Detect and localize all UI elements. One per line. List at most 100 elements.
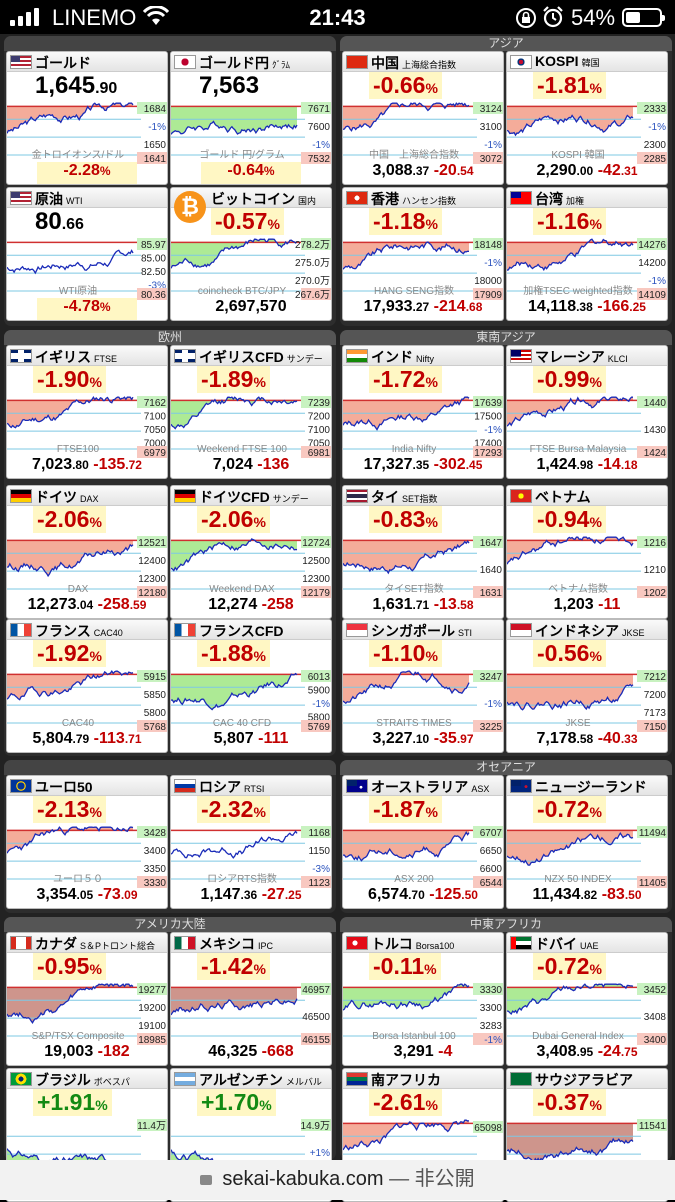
change-percent: -2.61% <box>369 1089 442 1116</box>
price-footer: 3,088.37 -20.54 <box>343 162 503 184</box>
change-value: -302 <box>433 456 466 473</box>
flag-icon-gb <box>10 349 32 363</box>
market-tile-mx[interactable]: メキシコ IPC 46957 46500 46155 -1.42% 46,325 -668 <box>170 932 332 1066</box>
price-line <box>343 102 470 132</box>
market-tile-china[interactable]: 中国 上海総合指数 中国 上海総合指数 3124 3100 -1% 3072 -0.66% 3,… <box>342 51 504 185</box>
axis-label: 7150 <box>644 722 667 732</box>
market-tile-ae[interactable]: ドバイ UAE Dubai General Index 3452 3408 3400 -0.… <box>506 932 668 1066</box>
price-chart: S&P/TSX Composite 19277 19200 19100 18985 <box>7 983 167 1045</box>
chart-area <box>343 671 469 704</box>
flag-icon-br <box>10 1072 32 1086</box>
high-label-bg <box>473 536 503 548</box>
high-label-bg <box>637 536 667 548</box>
axis-label: -1% <box>484 425 502 436</box>
battery-percent: 54% <box>571 5 616 30</box>
price-dec: .98 <box>576 458 594 472</box>
market-tile-de[interactable]: ドイツ DAX DAX 12521 12400 12300 12180 -2.06% 12,27… <box>6 485 168 619</box>
change-percent: -0.94% <box>533 506 606 533</box>
chart-area <box>507 239 633 271</box>
price-chart: STRAITS TIMES 3247 -1% 3225 <box>343 670 503 732</box>
chart-area <box>507 537 633 565</box>
market-tile-eu[interactable]: ユーロ50 ユーロ５０ 3428 3400 3350 3330 -2.13% 3,354.05… <box>6 775 168 909</box>
chart-area <box>171 239 297 269</box>
change-dec: .25 <box>284 888 302 902</box>
price-int: 11,434 <box>532 886 581 903</box>
market-tile-gold[interactable]: ゴールド 金トロイオンス/ドル 1684 -1% 1650 1641 1,645.90 -2.… <box>6 51 168 185</box>
axis-label: 3247 <box>480 672 503 683</box>
price-footer: 5,807 -111 <box>171 730 331 752</box>
change-percent: -0.11% <box>369 953 441 980</box>
price-footer: 17,327.35 -302.45 <box>343 456 503 478</box>
chart-watermark: S&P/TSX Composite <box>32 1031 125 1042</box>
market-tile-sg[interactable]: シンガポール STI STRAITS TIMES 3247 -1% 3225 -1.10% 3… <box>342 619 504 753</box>
market-name-text: ブラジル <box>35 1072 91 1088</box>
market-tile-vn[interactable]: ベトナム ベトナム指数 1216 1210 1202 -0.94% 1,203 -11 <box>506 485 668 619</box>
price-chart: WTI原油 85.97 85.00 82.50 -3%80.36 <box>7 238 167 300</box>
change-dec: .25 <box>629 300 646 314</box>
change-percent: -0.83% <box>369 506 442 533</box>
market-tile-nz[interactable]: ニュージーランド NZX 50 INDEX 11494 11405 -0.72% 11,4… <box>506 775 668 909</box>
market-tile-goldjpy[interactable]: ゴールド円 ｸﾞﾗﾑ ゴールド 円/グラム 7671 7600 -1% 7532 7,563 -… <box>170 51 332 185</box>
axis-label: 3408 <box>644 1012 667 1023</box>
market-tile-frcfd[interactable]: フランスCFD CAC 40 CFD 6013 5900 -1% 5800 5769 -1.8… <box>170 619 332 753</box>
market-tile-uk[interactable]: イギリス FTSE FTSE100 7162 7100 7050 7000 6979 -1.90… <box>6 345 168 479</box>
market-name-text: ドバイ <box>535 936 577 952</box>
market-name: ドバイ UAE <box>535 934 599 954</box>
change-percent: -1.81% <box>533 72 606 99</box>
market-tile-kospi[interactable]: KOSPI 韓国 KOSPI 韓国 2333 -1% 2300 2285 -1.81% 2,29… <box>506 51 668 185</box>
price-dec: .10 <box>412 732 430 746</box>
percent-value: -1.42 <box>201 953 254 979</box>
price-footer: 7,023.80 -135.72 <box>7 456 167 478</box>
axis-label: 85.00 <box>141 254 166 265</box>
tile-header: ゴールド円 ｸﾞﾗﾑ <box>171 52 331 72</box>
price-footer: 1,424.98 -14.18 <box>507 456 667 478</box>
axis-label: -1% <box>484 140 502 151</box>
flag-icon-vn <box>510 489 532 503</box>
axis-label: 275.0万 <box>295 258 330 269</box>
price-int: 1,147 <box>200 886 241 903</box>
market-tile-in[interactable]: インド Nifty India Nifty 17639 17500 -1% 17400 172… <box>342 345 504 479</box>
change-dec: .50 <box>461 888 478 902</box>
market-name-text: オーストラリア <box>371 779 469 795</box>
market-tile-tw[interactable]: 台湾 加権 加権TSEC weighted指数 14276 14200 -1% 14109-… <box>506 187 668 321</box>
axis-label: 3124 <box>480 104 503 115</box>
market-tile-hk[interactable]: 香港 ハンセン指数 HANG SENG指数 18148 -1% 18000 17909 -1.… <box>342 187 504 321</box>
market-tile-btc[interactable]: ビットコイン 国内 ₿ coincheck BTC/JPY 278.2万 275.0万 27… <box>170 187 332 321</box>
market-subname: ボベスパ <box>93 1077 130 1087</box>
high-label-bg <box>637 983 667 995</box>
change-percent: -2.32% <box>197 796 270 823</box>
market-tile-tr[interactable]: トルコ Borsa100 Borsa Istanbul 100 3330 3300 328… <box>342 932 504 1066</box>
market-tile-au[interactable]: オーストラリア ASX ASX 200 6707 6650 6600 6544 -1.87% 6… <box>342 775 504 909</box>
change-dec: .45 <box>465 458 483 472</box>
change-percent: -1.72% <box>369 366 442 393</box>
flag-icon-fr <box>174 623 196 637</box>
axis-label: 3428 <box>144 828 167 839</box>
market-tile-ca[interactable]: カナダ S＆Pトロント総合 S&P/TSX Composite 19277 19200 1… <box>6 932 168 1066</box>
market-tile-my[interactable]: マレーシア KLCI FTSE Bursa Malaysia 1440 1430 1424… <box>506 345 668 479</box>
address-bar[interactable]: sekai-kabuka.com — 非公開 <box>0 1160 675 1200</box>
chart-area <box>507 984 633 1014</box>
percent-sign: % <box>89 514 102 530</box>
axis-label: -1% <box>312 699 330 710</box>
market-name: ゴールド円 ｸﾞﾗﾑ <box>199 53 290 73</box>
price-line <box>7 543 134 578</box>
high-label-bg <box>301 1119 331 1131</box>
low-label-bg <box>137 586 167 598</box>
market-tile-ru[interactable]: ロシア RTSI ロシアRTS指数 1168 1150 -3% 1123 -2.32% 1,14… <box>170 775 332 909</box>
market-subname: FTSE <box>94 354 118 364</box>
market-subname: 韓国 <box>581 58 600 68</box>
axis-label: -1% <box>148 122 166 133</box>
market-tile-ukcfd[interactable]: イギリスCFD サンデー Weekend FTSE 100 7239 7200 7100 7… <box>170 345 332 479</box>
axis-label: 6013 <box>308 672 331 683</box>
percent-value: +1.70 <box>201 1089 260 1115</box>
high-label-bg <box>137 396 167 408</box>
axis-label: 1684 <box>144 104 167 115</box>
market-tile-oil[interactable]: 原油 WTI WTI原油 85.97 85.00 82.50 -3% 80.36 80.66 -4… <box>6 187 168 321</box>
flag-icon-my <box>510 349 532 363</box>
market-tile-id[interactable]: インドネシア JKSE JKSE 7212 7200 7173 7150 -0.56% 7,17… <box>506 619 668 753</box>
market-tile-th[interactable]: タイ SET指数 タイSET指数 1647 1640 1631 -0.83% 1,631.71… <box>342 485 504 619</box>
market-tile-fr[interactable]: フランス CAC40 CAC40 5915 5850 5800 5768 -1.92% 5,80… <box>6 619 168 753</box>
market-tile-decfd[interactable]: ドイツCFD サンデー Weekend DAX 12724 12500 12300 1217… <box>170 485 332 619</box>
region-header: オセアニア <box>340 760 672 775</box>
price-line <box>7 102 134 134</box>
